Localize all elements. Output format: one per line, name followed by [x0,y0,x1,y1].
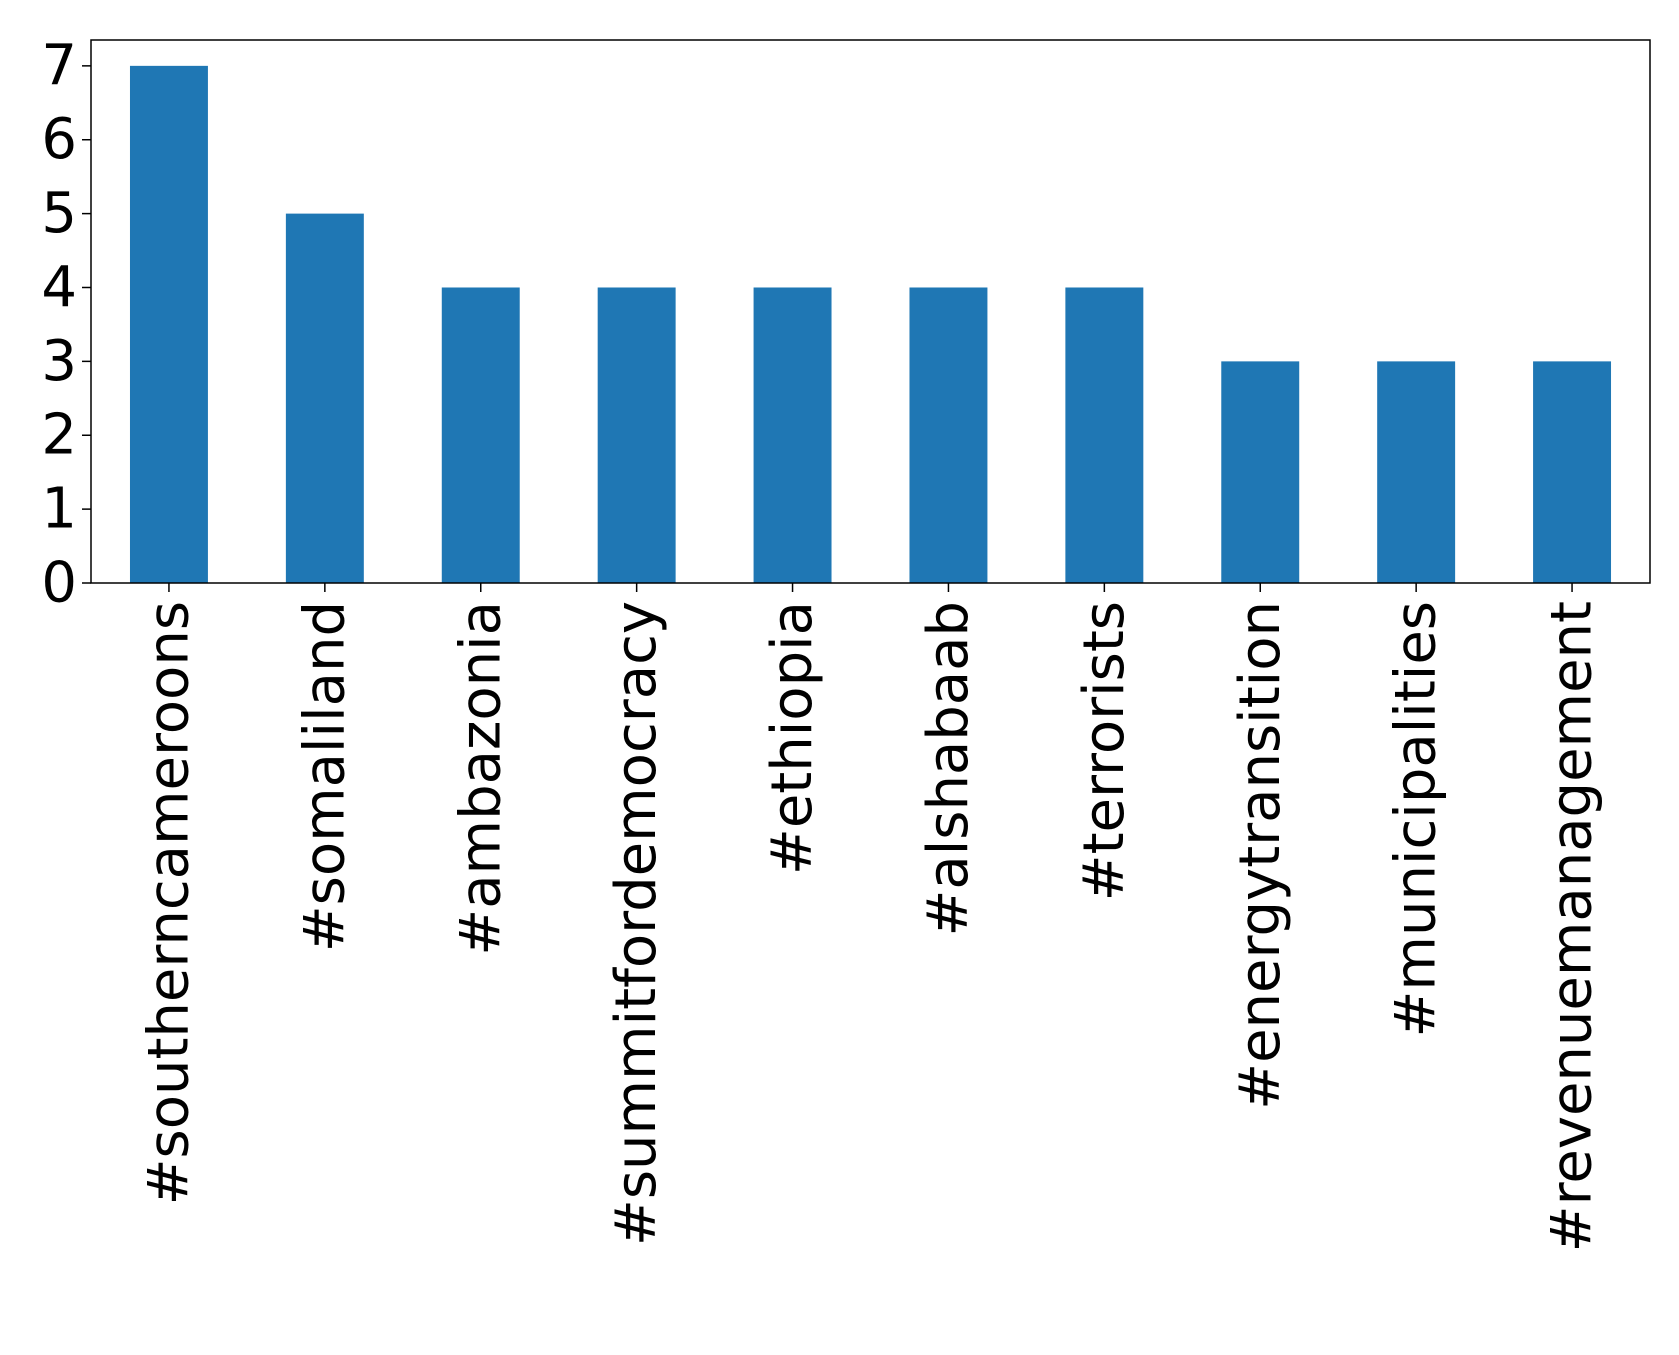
x-tick-label: #southerncameroons [136,601,201,1205]
x-tick-label: #ethiopia [760,601,825,875]
x-tick-label: #municipalities [1384,601,1449,1038]
bar [1377,361,1456,583]
bar [1065,287,1144,583]
y-tick-label: 7 [41,33,77,98]
plot-frame [90,39,1651,584]
y-tick-label: 3 [41,329,77,394]
x-tick-label: #energytransition [1228,601,1293,1110]
bar [1533,361,1612,583]
bar [1221,361,1300,583]
x-tick-label: #terrorists [1072,601,1137,901]
y-tick-label: 5 [41,181,77,246]
x-tick-label: #summitfordemocracy [604,601,669,1246]
y-tick-label: 6 [41,107,77,172]
x-axis: #southerncameroons #somaliland #ambazonia #… [136,583,1605,1252]
bar [441,287,520,583]
y-tick-label: 0 [41,551,77,616]
x-tick-label: #ambazonia [448,601,513,956]
bars-group [129,65,1612,584]
x-tick-label: #revenuemanagement [1540,601,1605,1252]
bar [753,287,832,583]
bar [285,213,364,583]
y-tick-label: 1 [41,477,77,542]
x-tick-label: #alshabaab [916,601,981,937]
y-tick-label: 4 [41,255,77,320]
y-tick-label: 2 [41,403,77,468]
y-axis: 0 1 2 3 4 5 6 7 [41,33,91,616]
x-tick-label: #somaliland [292,601,357,952]
bar [129,65,208,584]
bar [909,287,988,583]
bar [597,287,676,583]
